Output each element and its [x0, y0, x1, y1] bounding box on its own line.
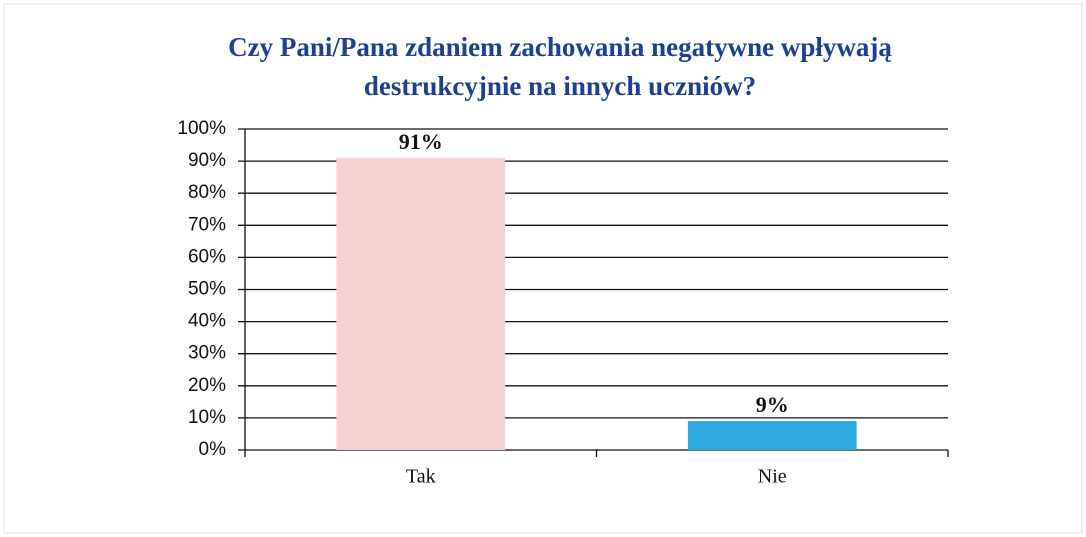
x-tick-label: Nie — [758, 466, 787, 488]
value-label: 9% — [756, 392, 789, 417]
y-tick-label: 10% — [188, 407, 226, 428]
chart-title: Czy Pani/Pana zdaniem zachowania negatyw… — [228, 32, 892, 62]
y-tick-label: 60% — [188, 246, 226, 267]
x-tick-label: Tak — [406, 466, 436, 488]
y-tick-label: 90% — [188, 150, 226, 171]
frame — [3, 3, 1083, 534]
y-tick-label: 20% — [188, 375, 226, 396]
y-tick-label: 40% — [188, 311, 226, 332]
value-label: 91% — [399, 129, 443, 154]
chart-title: destrukcyjnie na innych uczniów? — [364, 71, 756, 101]
y-tick-label: 80% — [188, 182, 226, 203]
bar — [687, 421, 857, 450]
y-tick-label: 100% — [177, 118, 226, 139]
y-tick-label: 0% — [199, 439, 227, 460]
y-tick-label: 70% — [188, 214, 226, 235]
bar — [336, 157, 506, 450]
y-tick-label: 50% — [188, 279, 226, 300]
y-tick-label: 30% — [188, 343, 226, 364]
